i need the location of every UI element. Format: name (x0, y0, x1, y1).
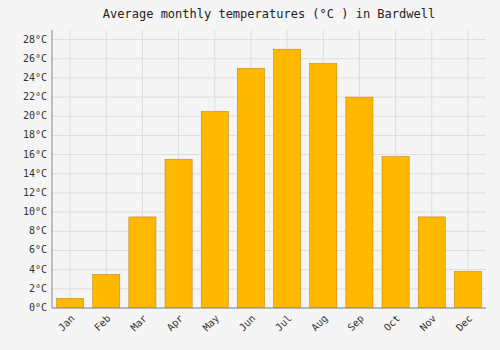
grid-line-y (52, 192, 486, 193)
background (0, 0, 500, 350)
title: Average monthly temperatures (°C ) in Ba… (103, 7, 435, 21)
x-tick-label: Apr (165, 313, 186, 334)
y-tick-label: 16°C (23, 149, 47, 160)
x-tick-label: Mar (128, 313, 149, 334)
grid-line-y (52, 77, 486, 78)
x-tick-label: Jun (237, 313, 258, 334)
bar (310, 64, 337, 308)
y-tick-label: 24°C (23, 72, 47, 83)
x-tick-label: May (201, 313, 222, 334)
grid-line-y (52, 39, 486, 40)
grid-line-x (467, 30, 468, 308)
bar (57, 298, 84, 308)
x-tick-label: Aug (309, 313, 330, 334)
grid-line-x (70, 30, 71, 308)
grid-line-y (52, 154, 486, 155)
bar (201, 111, 228, 308)
bar (454, 272, 481, 308)
bar (418, 217, 445, 308)
x-tick-label: Sep (345, 313, 366, 334)
y-tick-label: 6°C (29, 244, 47, 255)
grid-line-y (52, 173, 486, 174)
grid (52, 30, 486, 308)
grid-line-y (52, 212, 486, 213)
bar (165, 159, 192, 308)
y-tick-label: 4°C (29, 264, 47, 275)
y-tick-label: 12°C (23, 187, 47, 198)
bar (346, 97, 373, 308)
y-tick-label: 20°C (23, 110, 47, 121)
x-tick-label: Feb (92, 313, 113, 334)
x-tick-label: Dec (454, 313, 475, 334)
y-tick-label: 28°C (23, 34, 47, 45)
x-tick-label: Oct (382, 313, 403, 334)
y-tick-label: 18°C (23, 129, 47, 140)
y-axis-line (52, 30, 53, 308)
axes: 0°C 2°C 4°C 6°C 8°C 10°C 12°C 14°C 16°C 18°C 20°C 2… (23, 30, 486, 333)
y-tick-label: 26°C (23, 53, 47, 64)
chart: 0°C 2°C 4°C 6°C 8°C 10°C 12°C 14°C 16°C 18°C 20°C 2… (0, 0, 500, 350)
x-tick-label: Jul (273, 313, 294, 334)
grid-line-y (52, 116, 486, 117)
grid-line-y (52, 97, 486, 98)
bar (237, 68, 264, 308)
y-tick-label: 22°C (23, 91, 47, 102)
x-tick-label: Jan (56, 313, 77, 334)
y-tick-label: 0°C (29, 302, 47, 313)
y-tick-label: 10°C (23, 206, 47, 217)
y-tick-label: 2°C (29, 283, 47, 294)
bar (129, 217, 156, 308)
bars (57, 49, 482, 308)
bar (93, 274, 120, 308)
bar (382, 157, 409, 308)
grid-line-y (52, 58, 486, 59)
x-tick-label: Nov (418, 313, 439, 334)
x-axis-line (52, 308, 486, 309)
y-tick-label: 14°C (23, 168, 47, 179)
grid-line-y (52, 135, 486, 136)
grid-line-y (52, 308, 486, 309)
bar (274, 49, 301, 308)
y-tick-label: 8°C (29, 225, 47, 236)
grid-line-x (106, 30, 107, 308)
